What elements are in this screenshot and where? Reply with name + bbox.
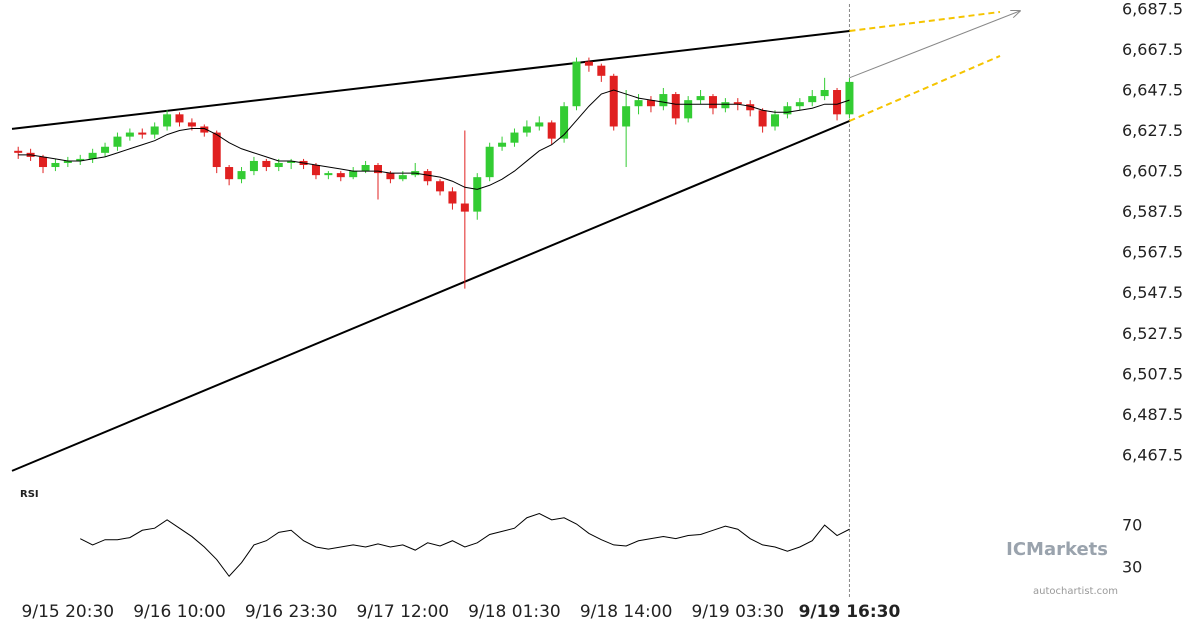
candle-body [187,122,196,127]
rsi-tick-label: 70 [1122,516,1142,535]
candle-body [448,191,457,204]
candle-body [237,171,246,180]
candle-body [336,173,345,178]
rsi-line [80,513,850,578]
candle-body [374,165,382,174]
projection [849,55,1001,122]
candle-body [287,160,296,163]
candle-body [138,132,147,135]
x-tick-label: 9/19 16:30 [799,602,901,622]
y-tick-label: 6,527.5 [1122,324,1183,343]
trendline [11,120,850,472]
candle-body [833,90,842,115]
candle-body [708,96,717,109]
x-tick-label: 9/18 01:30 [468,602,561,622]
candle-body [783,106,792,115]
candle-body [212,132,221,168]
candle-body [733,102,742,105]
forecast-arrow [849,11,1019,79]
rsi-tick-label: 30 [1122,557,1142,576]
candle-body [436,181,445,192]
candle-body [510,132,519,143]
x-tick-label: 9/16 23:30 [245,602,338,622]
candle-body [572,61,581,107]
y-tick-label: 6,627.5 [1122,121,1183,140]
candle-body [597,65,606,76]
rsi-label: RSI [20,489,39,500]
y-tick-label: 6,507.5 [1122,364,1183,383]
y-tick-label: 6,567.5 [1122,243,1183,262]
candle-body [76,158,85,161]
candle-body [771,114,780,127]
candle-body [746,104,755,111]
candle-body [63,160,72,163]
candle-body [175,114,184,123]
candle-body [274,162,283,168]
candle-body [584,61,593,66]
candle-body [14,150,23,153]
candle-body [349,171,358,178]
y-tick-label: 6,487.5 [1122,405,1183,424]
candle-body [88,152,97,159]
trendline [11,30,850,130]
candle-body [225,167,234,180]
candle-body [696,96,705,101]
candle-body [622,106,631,127]
candle-body [398,175,407,180]
candle-body [671,94,680,119]
candle-body [51,162,60,168]
candle-body [113,136,122,147]
x-tick-label: 9/16 10:00 [133,602,226,622]
candle-body [609,75,618,127]
candle-body [163,114,172,127]
candle-body [39,156,48,168]
candle-body [634,100,643,107]
candle-body [684,100,693,119]
x-tick-label: 9/18 14:00 [580,602,673,622]
x-tick-label: 9/15 20:30 [22,602,115,622]
candle-body [200,126,209,133]
candle-body [820,90,829,97]
candle-body [125,132,134,137]
brand: ICMarkets [1006,539,1108,560]
y-tick-label: 6,467.5 [1122,445,1183,464]
candle-body [101,146,110,153]
candle-body [324,173,333,176]
y-tick-label: 6,547.5 [1122,283,1183,302]
candle-body [150,126,159,135]
moving-average [18,89,850,190]
candle-body [535,122,544,127]
x-tick-label: 9/17 12:00 [357,602,450,622]
candle-body [808,96,817,103]
candle-body [485,146,494,178]
candle-body [659,94,668,107]
candle-body [361,165,370,172]
x-tick-label: 9/19 03:30 [692,602,785,622]
y-tick-label: 6,587.5 [1122,202,1183,221]
candle-body [646,100,655,107]
y-tick-label: 6,647.5 [1122,81,1183,100]
candle-body [547,122,556,139]
candle-body [522,126,531,133]
candle-body [758,110,767,127]
candle-body [460,203,469,212]
candle-body [498,142,507,147]
projection [849,10,1001,33]
candle-body [311,165,320,176]
candle-body [262,160,271,168]
y-tick-label: 6,607.5 [1122,162,1183,181]
candle-body [795,102,804,107]
candle-body [473,177,482,212]
y-tick-label: 6,687.5 [1122,0,1183,18]
y-tick-label: 6,667.5 [1122,40,1183,59]
candle-body [423,171,432,182]
candle-body [249,160,258,172]
candle-body [845,81,854,115]
candle-body [386,173,395,180]
candle-body [721,102,730,109]
credit: autochartist.com [1033,586,1118,597]
candle-body [560,106,569,139]
